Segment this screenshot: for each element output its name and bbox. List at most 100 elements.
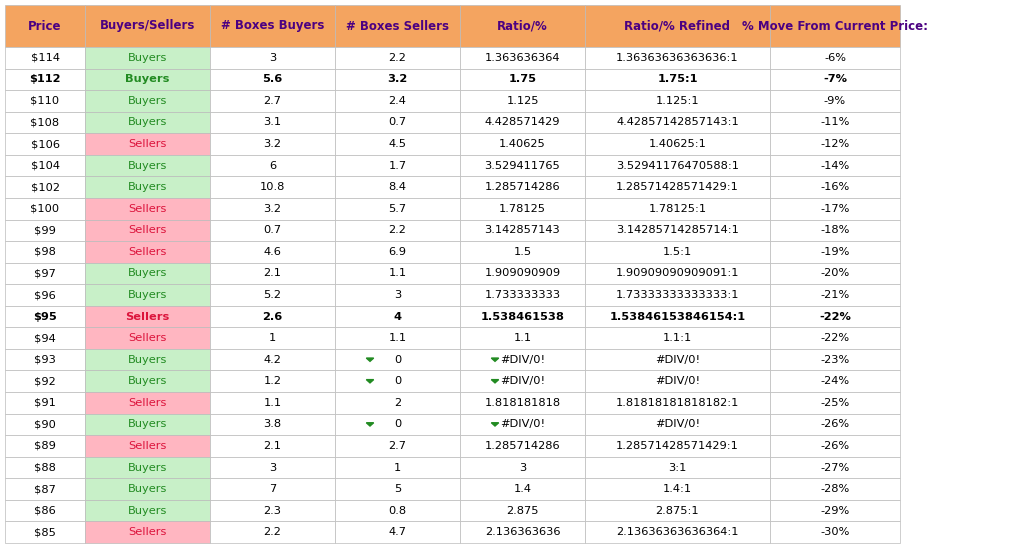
Bar bbox=[335, 522, 460, 543]
Bar bbox=[335, 349, 460, 370]
Text: 1.125: 1.125 bbox=[506, 96, 539, 106]
Bar bbox=[210, 198, 335, 220]
Text: Buyers: Buyers bbox=[128, 117, 167, 128]
Bar bbox=[5, 306, 85, 327]
Bar bbox=[460, 456, 585, 478]
Bar bbox=[335, 176, 460, 198]
Text: -19%: -19% bbox=[820, 247, 850, 257]
Text: Buyers: Buyers bbox=[128, 161, 167, 170]
Bar bbox=[85, 456, 210, 478]
Text: Buyers/Sellers: Buyers/Sellers bbox=[99, 20, 196, 32]
Text: 0.8: 0.8 bbox=[388, 506, 407, 516]
Bar bbox=[210, 522, 335, 543]
Bar bbox=[85, 90, 210, 112]
Bar bbox=[460, 522, 585, 543]
Text: 1.1: 1.1 bbox=[388, 269, 407, 278]
Bar bbox=[210, 414, 335, 435]
Bar bbox=[210, 112, 335, 133]
Text: 1.5: 1.5 bbox=[513, 247, 531, 257]
Text: 3.142857143: 3.142857143 bbox=[484, 225, 560, 235]
Text: Ratio/% Refined: Ratio/% Refined bbox=[625, 20, 730, 32]
Text: 1.40625: 1.40625 bbox=[499, 139, 546, 149]
Text: $98: $98 bbox=[34, 247, 56, 257]
Bar bbox=[5, 327, 85, 349]
Text: 0: 0 bbox=[394, 419, 401, 430]
Bar bbox=[770, 68, 900, 90]
Text: 5.6: 5.6 bbox=[262, 75, 283, 84]
Bar bbox=[210, 284, 335, 306]
Bar bbox=[460, 220, 585, 241]
Bar bbox=[585, 478, 770, 500]
Bar bbox=[770, 522, 900, 543]
Bar bbox=[85, 392, 210, 414]
Text: $102: $102 bbox=[31, 182, 59, 192]
Text: 1.2: 1.2 bbox=[263, 376, 282, 386]
Bar bbox=[460, 370, 585, 392]
Text: 2.13636363636364:1: 2.13636363636364:1 bbox=[616, 527, 738, 537]
Bar bbox=[770, 47, 900, 68]
Text: -14%: -14% bbox=[820, 161, 850, 170]
Bar bbox=[585, 198, 770, 220]
Bar bbox=[770, 456, 900, 478]
Text: Buyers: Buyers bbox=[128, 96, 167, 106]
Text: 3.2: 3.2 bbox=[263, 139, 282, 149]
Bar bbox=[210, 5, 335, 47]
Bar bbox=[460, 349, 585, 370]
Bar bbox=[585, 241, 770, 262]
Bar bbox=[335, 241, 460, 262]
Text: -29%: -29% bbox=[820, 506, 850, 516]
Bar bbox=[770, 90, 900, 112]
Bar bbox=[335, 327, 460, 349]
Bar bbox=[770, 478, 900, 500]
Text: 1.285714286: 1.285714286 bbox=[484, 441, 560, 451]
Text: Buyers: Buyers bbox=[128, 506, 167, 516]
Bar bbox=[5, 414, 85, 435]
Text: $86: $86 bbox=[34, 506, 56, 516]
Text: 5: 5 bbox=[394, 484, 401, 494]
Text: 0: 0 bbox=[394, 355, 401, 365]
Bar bbox=[210, 68, 335, 90]
Bar bbox=[585, 133, 770, 155]
Text: 3.1: 3.1 bbox=[263, 117, 282, 128]
Bar bbox=[460, 327, 585, 349]
Bar bbox=[585, 176, 770, 198]
Text: Price: Price bbox=[29, 20, 61, 32]
Bar bbox=[770, 5, 900, 47]
Text: $90: $90 bbox=[34, 419, 56, 430]
Bar bbox=[210, 327, 335, 349]
Text: 2.2: 2.2 bbox=[388, 53, 407, 63]
Text: $88: $88 bbox=[34, 463, 56, 472]
Text: $85: $85 bbox=[34, 527, 56, 537]
Text: 1.78125: 1.78125 bbox=[499, 204, 546, 214]
Text: 1.4: 1.4 bbox=[513, 484, 531, 494]
Text: 3: 3 bbox=[519, 463, 526, 472]
Text: 1.73333333333333:1: 1.73333333333333:1 bbox=[615, 290, 739, 300]
Text: 4.5: 4.5 bbox=[388, 139, 407, 149]
Text: -24%: -24% bbox=[820, 376, 850, 386]
Text: -17%: -17% bbox=[820, 204, 850, 214]
Text: Buyers: Buyers bbox=[128, 376, 167, 386]
Text: 1.90909090909091:1: 1.90909090909091:1 bbox=[615, 269, 739, 278]
Text: 6.9: 6.9 bbox=[388, 247, 407, 257]
Bar bbox=[335, 90, 460, 112]
Bar bbox=[335, 478, 460, 500]
Text: 2.1: 2.1 bbox=[263, 441, 282, 451]
Text: 1.40625:1: 1.40625:1 bbox=[648, 139, 707, 149]
Text: 2.3: 2.3 bbox=[263, 506, 282, 516]
Text: Buyers: Buyers bbox=[128, 290, 167, 300]
Bar bbox=[585, 5, 770, 47]
Bar bbox=[5, 349, 85, 370]
Bar bbox=[85, 349, 210, 370]
Text: 1: 1 bbox=[269, 333, 276, 343]
Bar bbox=[460, 435, 585, 456]
Text: -23%: -23% bbox=[820, 355, 850, 365]
Bar bbox=[335, 435, 460, 456]
Bar bbox=[210, 241, 335, 262]
Text: 1.285714286: 1.285714286 bbox=[484, 182, 560, 192]
Text: 1.1: 1.1 bbox=[263, 398, 282, 408]
Bar bbox=[335, 284, 460, 306]
Text: 1.28571428571429:1: 1.28571428571429:1 bbox=[616, 441, 739, 451]
Text: -21%: -21% bbox=[820, 290, 850, 300]
Bar bbox=[585, 500, 770, 522]
Text: 2.7: 2.7 bbox=[263, 96, 282, 106]
